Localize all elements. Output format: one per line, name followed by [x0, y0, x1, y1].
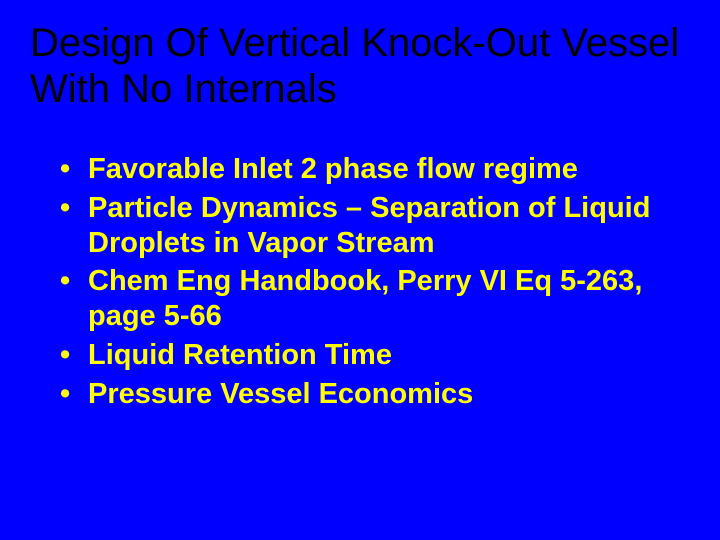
bullet-item: Chem Eng Handbook, Perry VI Eq 5-263, pa…: [60, 264, 690, 334]
slide-title: Design Of Vertical Knock-Out Vessel With…: [30, 20, 690, 112]
bullet-list: Favorable Inlet 2 phase flow regime Part…: [30, 152, 690, 412]
bullet-item: Favorable Inlet 2 phase flow regime: [60, 152, 690, 187]
slide-container: Design Of Vertical Knock-Out Vessel With…: [0, 0, 720, 540]
bullet-item: Pressure Vessel Economics: [60, 377, 690, 412]
bullet-item: Liquid Retention Time: [60, 338, 690, 373]
bullet-item: Particle Dynamics – Separation of Liquid…: [60, 191, 690, 261]
